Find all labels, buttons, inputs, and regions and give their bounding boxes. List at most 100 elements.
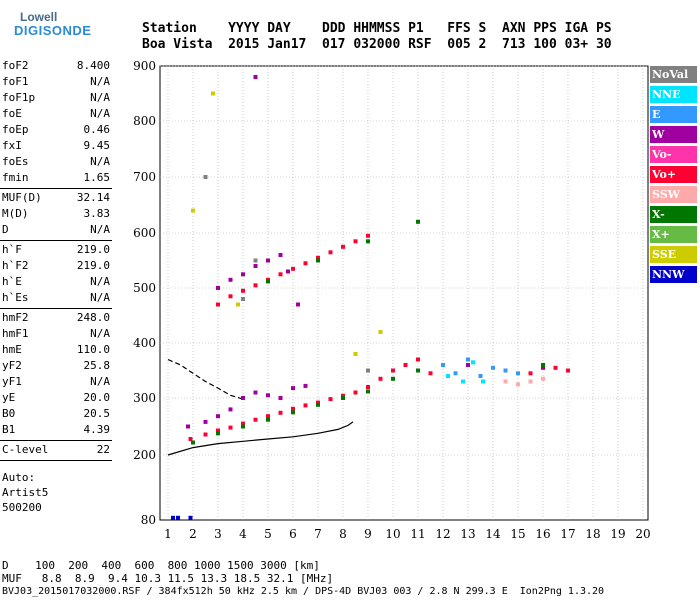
data-point-w xyxy=(228,277,233,282)
param-label: h`F2 xyxy=(2,259,29,272)
data-point-w xyxy=(216,286,220,290)
param-row: hmF1 N/A xyxy=(2,327,110,343)
data-point-vo xyxy=(528,371,533,376)
data-point-w xyxy=(266,258,270,263)
y-tick-label: 800 xyxy=(133,114,156,128)
data-point-ssw xyxy=(541,376,545,381)
data-point-vo xyxy=(228,425,233,430)
data-point-x xyxy=(291,410,295,415)
data-point-e xyxy=(478,374,483,378)
param-separator xyxy=(0,460,112,461)
x-tick-label: 6 xyxy=(289,527,297,541)
data-point-ssw xyxy=(528,379,533,384)
param-value: 219.0 xyxy=(76,259,110,272)
data-point-w xyxy=(466,363,470,367)
param-label: C-level xyxy=(2,443,49,456)
data-point-sse xyxy=(353,352,358,356)
data-point-noval xyxy=(366,368,370,373)
data-point-sse xyxy=(236,302,240,307)
data-point-vo xyxy=(188,437,193,441)
data-point-vo xyxy=(241,288,245,293)
data-point-e xyxy=(516,371,520,376)
data-point-vo xyxy=(241,421,245,426)
data-point-w xyxy=(291,386,295,391)
param-row: foF1p N/A xyxy=(2,91,110,107)
data-point-x xyxy=(416,368,420,373)
param-row: M(D) 3.83 xyxy=(2,207,110,223)
param-value: N/A xyxy=(90,275,110,288)
param-row: h`E N/A xyxy=(2,275,110,291)
data-point-w xyxy=(541,365,545,370)
param-label: hmF2 xyxy=(2,311,29,324)
y-tick-label: 300 xyxy=(133,391,156,405)
data-point-e xyxy=(503,368,508,373)
legend-item-nnw: NNW xyxy=(650,266,697,283)
x-tick-label: 2 xyxy=(189,527,197,541)
param-value: 8.400 xyxy=(76,59,110,72)
data-point-vo xyxy=(216,428,220,433)
data-point-vo xyxy=(553,365,558,370)
data-point-w xyxy=(241,272,245,277)
x-tick-label: 5 xyxy=(264,527,272,541)
data-point-vo xyxy=(253,283,258,288)
param-row: yE 20.0 xyxy=(2,391,110,407)
param-label: B1 xyxy=(2,423,16,436)
data-point-x xyxy=(366,389,370,394)
data-point-x xyxy=(191,440,195,445)
footer-muf-line: MUF 8.8 8.9 9.4 10.3 11.5 13.3 18.5 32.1… xyxy=(2,572,334,585)
x-tick-label: 15 xyxy=(510,527,525,541)
param-value: N/A xyxy=(90,223,110,236)
data-point-vo xyxy=(391,368,395,373)
logo-lowell: Lowell xyxy=(20,10,58,24)
param-label: fmin xyxy=(2,171,29,184)
data-point-x xyxy=(391,376,395,381)
legend-item-noval: NoVal xyxy=(650,66,697,83)
data-point-w xyxy=(278,253,283,257)
param-label: M(D) xyxy=(2,207,29,220)
param-value: N/A xyxy=(90,107,110,120)
param-row: yF1 N/A xyxy=(2,375,110,391)
data-point-ssw xyxy=(503,379,508,384)
param-separator xyxy=(0,240,112,241)
param-row: h`Es N/A xyxy=(2,291,110,307)
data-point-sse xyxy=(211,91,215,96)
param-row: foE N/A xyxy=(2,107,110,123)
x-tick-label: 16 xyxy=(535,527,550,541)
legend-item-sse: SSE xyxy=(650,246,697,263)
param-separator xyxy=(0,308,112,309)
header-labels: Station YYYY DAY DDD HHMMSS P1 FFS S AXN… xyxy=(142,21,612,36)
param-value: N/A xyxy=(90,155,110,168)
footer-distance-line: D 100 200 400 600 800 1000 1500 3000 [km… xyxy=(2,559,320,572)
data-point-vo xyxy=(328,397,333,402)
data-point-noval xyxy=(253,258,258,263)
data-point-vo xyxy=(253,417,258,422)
data-point-nne xyxy=(471,360,475,365)
param-value: N/A xyxy=(90,91,110,104)
data-point-vo xyxy=(228,294,233,299)
param-row: h`F 219.0 xyxy=(2,243,110,259)
data-point-vo xyxy=(291,406,295,411)
x-tick-label: 13 xyxy=(460,527,475,541)
param-label: hmE xyxy=(2,343,22,356)
data-point-noval xyxy=(241,297,245,301)
data-point-sse xyxy=(378,330,383,334)
param-row: foF2 8.400 xyxy=(2,59,110,75)
param-label: foF1 xyxy=(2,75,29,88)
data-point-w xyxy=(253,264,258,268)
x-tick-label: 17 xyxy=(560,527,575,541)
data-point-x xyxy=(316,258,320,263)
data-point-nne xyxy=(481,379,485,384)
param-label: MUF(D) xyxy=(2,191,42,204)
data-point-noval xyxy=(203,175,208,179)
param-row: hmF2 248.0 xyxy=(2,311,110,327)
x-tick-label: 3 xyxy=(214,527,222,541)
data-point-nnw xyxy=(188,515,193,520)
footer-file-line: BVJ03_2015017032000.RSF / 384fx512h 50 k… xyxy=(2,586,605,597)
param-value: N/A xyxy=(90,75,110,88)
data-point-vo xyxy=(266,414,270,419)
param-value: 110.0 xyxy=(76,343,110,356)
y-tick-label: 400 xyxy=(133,336,156,350)
param-separator xyxy=(0,188,112,189)
data-point-vo xyxy=(316,255,320,260)
